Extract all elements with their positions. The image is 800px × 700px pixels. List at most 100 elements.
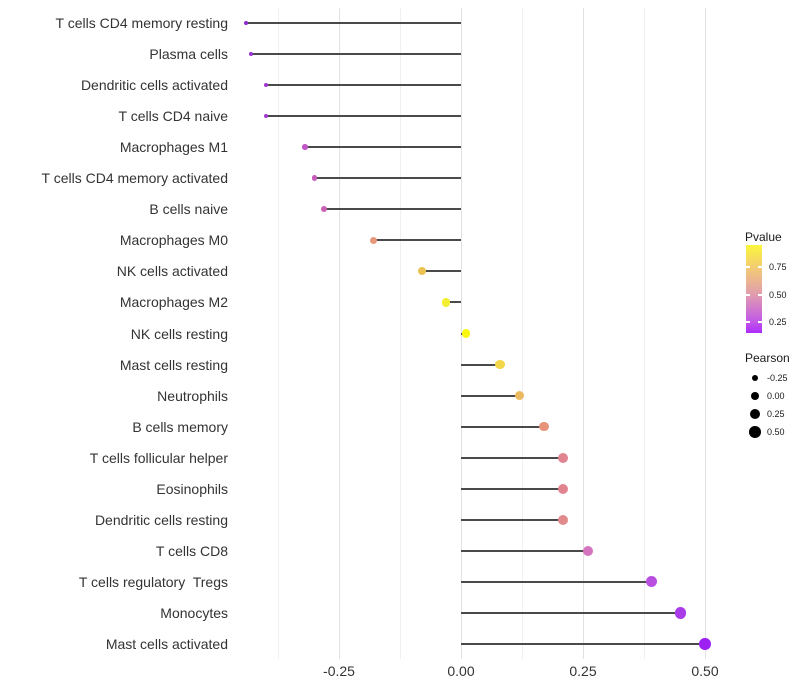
x-axis-tick-label: 0.50 (691, 663, 719, 679)
pvalue-tick-label: 0.75 (769, 262, 787, 272)
lollipop-dot (311, 175, 318, 182)
y-axis-label: Eosinophils (156, 480, 228, 497)
x-axis-tick-label: 0.25 (569, 663, 597, 679)
lollipop-stem (461, 643, 705, 645)
pearson-legend-dot (750, 391, 760, 401)
lollipop-stem (461, 518, 564, 521)
x-axis-tick-label: -0.25 (323, 663, 355, 679)
pvalue-gradient-bar (746, 245, 762, 333)
y-axis-label: T cells CD4 memory activated (41, 170, 228, 187)
lollipop-dot (582, 545, 594, 556)
lollipop-stem (324, 208, 461, 211)
pearson-legend-entry: 0.00 (745, 387, 800, 405)
pvalue-tick-mark (758, 266, 762, 268)
lollipop-dot (249, 52, 254, 57)
y-axis-label: Mast cells activated (105, 636, 228, 652)
lollipop-stem (265, 84, 461, 87)
lollipop-stem (461, 456, 564, 459)
lollipop-stem (421, 270, 461, 273)
lollipop-dot (495, 360, 505, 370)
y-axis-label: Mast cells resting (119, 356, 228, 373)
lollipop-dot (514, 390, 525, 401)
gridline-minor (522, 8, 523, 659)
gridline-minor (278, 8, 279, 659)
lollipop-dot (674, 607, 687, 619)
pearson-legend-label: 0.00 (767, 391, 785, 401)
lollipop-dot (263, 113, 269, 119)
lollipop-stem (373, 239, 461, 242)
pearson-legend-label: 0.25 (767, 409, 785, 419)
lollipop-dot (558, 452, 569, 463)
pvalue-tick-mark (746, 294, 750, 297)
legend-pvalue: Pvalue 0.75 0.50 0.25 (745, 230, 800, 335)
y-axis-label: Dendritic cells resting (94, 511, 228, 528)
y-axis-label: Dendritic cells activated (80, 77, 228, 94)
lollipop-dot (699, 638, 711, 650)
lollipop-stem (446, 301, 461, 304)
pvalue-tick-mark (758, 321, 762, 323)
pvalue-tick-mark (746, 266, 750, 268)
y-axis-label: Monocytes (160, 604, 228, 621)
y-axis-label: Plasma cells (149, 46, 228, 63)
pearson-legend-label: -0.25 (767, 373, 788, 383)
lollipop-dot (442, 298, 451, 307)
gridline-minor (400, 8, 401, 659)
lollipop-stem (246, 22, 461, 24)
lollipop-dot (539, 421, 549, 432)
lollipop-stem (304, 146, 461, 149)
lollipop-stem (314, 177, 461, 180)
x-axis-tick-label: 0.00 (447, 663, 475, 679)
lollipop-stem (461, 487, 564, 490)
y-axis-label: Macrophages M0 (119, 232, 228, 249)
legend-pearson-title: Pearson (745, 351, 790, 365)
lollipop-stem (265, 115, 461, 118)
gridline-minor (644, 8, 645, 659)
gridline-major (705, 8, 706, 659)
lollipop-dot (244, 21, 249, 25)
pvalue-tick-label: 0.50 (769, 290, 787, 301)
y-axis-label: T cells regulatory Tregs (78, 573, 228, 590)
pearson-legend-entry: -0.25 (745, 369, 800, 387)
pvalue-tick-label: 0.25 (769, 317, 787, 327)
pearson-legend-dot (751, 374, 759, 382)
lollipop-dot (418, 267, 426, 276)
y-axis-label: Macrophages M2 (119, 294, 228, 311)
y-axis-label: Neutrophils (157, 387, 228, 404)
lollipop-dot (302, 144, 308, 150)
lollipop-stem (461, 394, 520, 397)
lollipop-dot (558, 483, 569, 494)
pvalue-tick-mark (758, 294, 762, 297)
lollipop-dot (645, 576, 657, 588)
y-axis-label: B cells naive (149, 201, 228, 218)
lollipop-stem (251, 53, 461, 56)
gridline-major (339, 8, 340, 659)
pearson-legend-dot (749, 426, 761, 438)
y-axis-label: B cells memory (132, 418, 228, 435)
y-axis-label: T cells follicular helper (89, 449, 228, 466)
y-axis-label: NK cells resting (130, 325, 228, 342)
pearson-legend-label: 0.50 (767, 427, 785, 437)
lollipop-stem (461, 363, 501, 366)
pearson-legend-entry: 0.50 (745, 423, 800, 441)
lollipop-stem (461, 425, 544, 428)
lollipop-dot (461, 329, 471, 338)
legend-pearson: Pearson -0.25 0.00 0.25 0.50 (745, 351, 800, 446)
pearson-legend-entry: 0.25 (745, 405, 800, 423)
y-axis-label: NK cells activated (116, 263, 228, 280)
pvalue-tick-mark (746, 321, 750, 323)
y-axis-label: T cells CD4 naive (118, 108, 228, 125)
y-axis-label: T cells CD8 (155, 542, 228, 559)
lollipop-stem (461, 611, 681, 614)
pearson-legend-dot (749, 408, 761, 420)
lollipop-dot (369, 236, 377, 244)
gridline-major (583, 8, 584, 659)
legend-pvalue-title: Pvalue (745, 230, 782, 244)
lollipop-dot (263, 82, 269, 88)
lollipop-dot (321, 206, 328, 213)
y-axis-label: T cells CD4 memory resting (55, 15, 228, 31)
y-axis-label: Macrophages M1 (119, 139, 228, 156)
lollipop-dot (558, 514, 569, 525)
lollipop-stem (461, 580, 652, 583)
lollipop-stem (461, 549, 588, 552)
